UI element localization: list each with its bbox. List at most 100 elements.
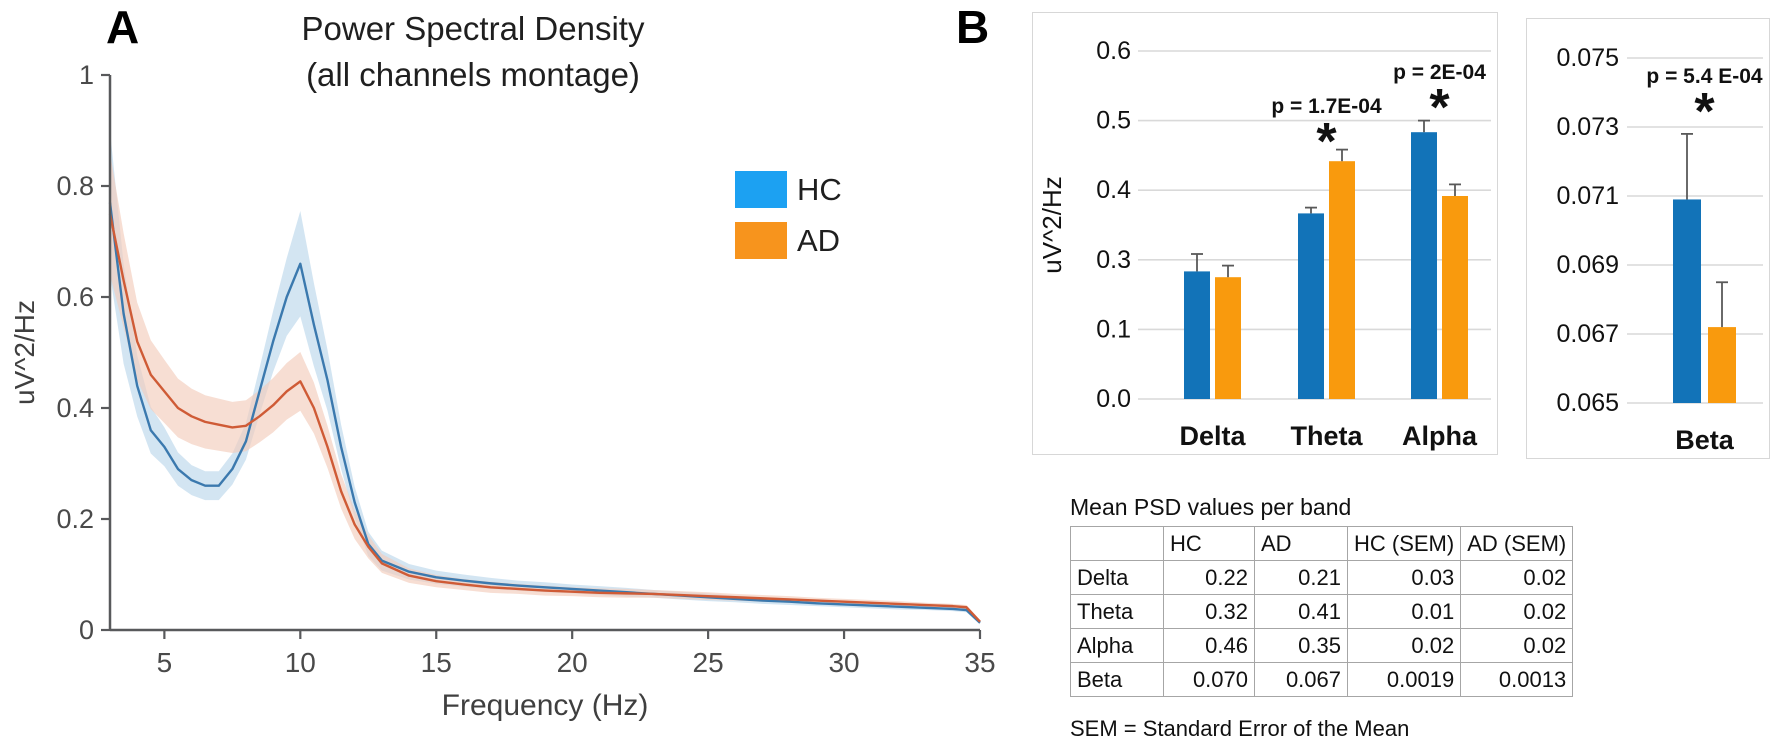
y-tick-label: 0.069 bbox=[1556, 251, 1619, 279]
table-cell: 0.02 bbox=[1460, 594, 1574, 629]
table-row-label: Alpha bbox=[1070, 628, 1164, 663]
y-tick-label: 0.6 bbox=[56, 282, 94, 312]
table-footnote: SEM = Standard Error of the Mean bbox=[1070, 716, 1410, 741]
table-cell: 0.02 bbox=[1460, 560, 1574, 595]
significance-asterisk: * bbox=[1694, 83, 1715, 141]
y-axis-title: uV^2/Hz bbox=[9, 300, 40, 405]
hc-sem-band bbox=[110, 130, 980, 625]
table-cell: 0.41 bbox=[1254, 594, 1348, 629]
category-label-delta: Delta bbox=[1179, 421, 1246, 451]
hc-line bbox=[108, 202, 981, 624]
table-cell: 0.22 bbox=[1163, 560, 1255, 595]
ad-line bbox=[108, 213, 981, 623]
y-tick-label: 0.1 bbox=[1096, 315, 1131, 343]
table-row-beta: Beta 0.070 0.067 0.0019 0.0013 bbox=[1070, 662, 1574, 697]
table-header-row: HC AD HC (SEM) AD (SEM) bbox=[1070, 526, 1574, 561]
table-cell: 0.0019 bbox=[1346, 662, 1462, 697]
bar-alpha-ad bbox=[1442, 196, 1468, 399]
y-tick-label: 0.065 bbox=[1556, 389, 1619, 417]
table-cell: 0.01 bbox=[1346, 594, 1462, 629]
panel-a-label: A bbox=[106, 1, 140, 53]
y-tick-label: 0.2 bbox=[56, 504, 94, 534]
y-tick-label: 0.3 bbox=[1096, 246, 1131, 274]
y-tick-label: 0.073 bbox=[1556, 113, 1619, 141]
y-tick-label: 0.4 bbox=[56, 393, 94, 423]
table-cell: 0.03 bbox=[1346, 560, 1462, 595]
bar-beta-hc bbox=[1673, 199, 1701, 403]
table-header-cell: AD bbox=[1254, 526, 1348, 561]
table-cell: 0.067 bbox=[1254, 662, 1348, 697]
category-label-alpha: Alpha bbox=[1402, 421, 1478, 451]
category-label-theta: Theta bbox=[1290, 421, 1363, 451]
legend-swatch-ad bbox=[735, 222, 787, 259]
y-tick-label: 0.8 bbox=[56, 171, 94, 201]
beta-bar-chart: 0.075 0.073 0.071 0.069 0.067 0.065 Beta p = 5.… bbox=[1556, 44, 1763, 455]
bar-delta-hc bbox=[1184, 271, 1210, 399]
x-tick-label: 10 bbox=[285, 647, 316, 678]
y-tick-label: 0.5 bbox=[1096, 107, 1131, 135]
table-header-cell bbox=[1070, 526, 1164, 561]
significance-asterisk: * bbox=[1316, 113, 1337, 171]
significance-asterisk: * bbox=[1429, 79, 1450, 137]
bar-alpha-hc bbox=[1411, 132, 1437, 399]
table-cell: 0.21 bbox=[1254, 560, 1348, 595]
table-cell: 0.0013 bbox=[1460, 662, 1574, 697]
p-value-label: p = 1.7E-04 bbox=[1271, 95, 1382, 118]
psd-chart-title-line2: (all channels montage) bbox=[306, 56, 640, 93]
category-label-beta: Beta bbox=[1675, 425, 1735, 455]
y-tick-label: 0.075 bbox=[1556, 44, 1619, 72]
bar-delta-ad bbox=[1215, 277, 1241, 399]
table-row-theta: Theta 0.32 0.41 0.01 0.02 bbox=[1070, 594, 1574, 629]
legend-item-hc: HC bbox=[735, 171, 842, 208]
y-tick-label: 0.071 bbox=[1556, 182, 1619, 210]
y-tick-label: 1 bbox=[79, 60, 94, 90]
p-value-label: p = 5.4 E-04 bbox=[1646, 65, 1762, 88]
band-bar-chart-box: 0.6 0.5 0.4 0.3 0.1 0.0 Delta Theta p = 1.7E-04 *… bbox=[1032, 12, 1498, 455]
table-row-delta: Delta 0.22 0.21 0.03 0.02 bbox=[1070, 560, 1574, 595]
x-tick-label: 30 bbox=[828, 647, 859, 678]
y-tick-label: 0.0 bbox=[1096, 385, 1131, 413]
bar-theta-ad bbox=[1329, 161, 1355, 399]
y-tick-label: 0.6 bbox=[1096, 37, 1131, 65]
table-cell: 0.02 bbox=[1460, 628, 1574, 663]
y-tick-label: 0.4 bbox=[1096, 176, 1131, 204]
table-cell: 0.32 bbox=[1163, 594, 1255, 629]
psd-chart-title-line1: Power Spectral Density bbox=[301, 10, 645, 47]
table-row-label: Beta bbox=[1070, 662, 1164, 697]
bar-theta-hc bbox=[1298, 213, 1324, 399]
table-cell: 0.35 bbox=[1254, 628, 1348, 663]
x-tick-label: 5 bbox=[157, 647, 173, 678]
table-header-cell: HC bbox=[1163, 526, 1255, 561]
table-row-label: Theta bbox=[1070, 594, 1164, 629]
mean-psd-table: HC AD HC (SEM) AD (SEM) Delta 0.22 0.21 0.03 0.0… bbox=[1070, 526, 1574, 697]
table-cell: 0.02 bbox=[1346, 628, 1462, 663]
x-axis-title: Frequency (Hz) bbox=[442, 689, 649, 722]
ad-sem-band bbox=[110, 152, 980, 624]
table-row-label: Delta bbox=[1070, 560, 1164, 595]
table-title: Mean PSD values per band bbox=[1070, 494, 1352, 520]
table-row-alpha: Alpha 0.46 0.35 0.02 0.02 bbox=[1070, 628, 1574, 663]
beta-bar-chart-box: 0.075 0.073 0.071 0.069 0.067 0.065 Beta p = 5.… bbox=[1526, 18, 1770, 459]
y-tick-label: 0.067 bbox=[1556, 320, 1619, 348]
legend-label-ad: AD bbox=[797, 222, 841, 258]
p-value-label: p = 2E-04 bbox=[1393, 61, 1486, 84]
psd-legend: HC AD bbox=[735, 171, 842, 273]
table-header-cell: AD (SEM) bbox=[1460, 526, 1574, 561]
bar-beta-ad bbox=[1708, 327, 1736, 403]
x-tick-label: 25 bbox=[693, 647, 724, 678]
table-cell: 0.070 bbox=[1163, 662, 1255, 697]
x-tick-label: 20 bbox=[557, 647, 588, 678]
y-axis-title: uV^2/Hz bbox=[1037, 176, 1067, 273]
legend-swatch-hc bbox=[735, 171, 787, 208]
panel-b-label: B bbox=[956, 1, 990, 53]
table-cell: 0.46 bbox=[1163, 628, 1255, 663]
table-header-cell: HC (SEM) bbox=[1346, 526, 1462, 561]
x-tick-label: 15 bbox=[421, 647, 452, 678]
legend-label-hc: HC bbox=[797, 171, 842, 207]
psd-chart-title: Power Spectral Density (all channels mon… bbox=[273, 6, 673, 98]
y-tick-label: 0 bbox=[79, 615, 94, 645]
legend-item-ad: AD bbox=[735, 222, 842, 259]
